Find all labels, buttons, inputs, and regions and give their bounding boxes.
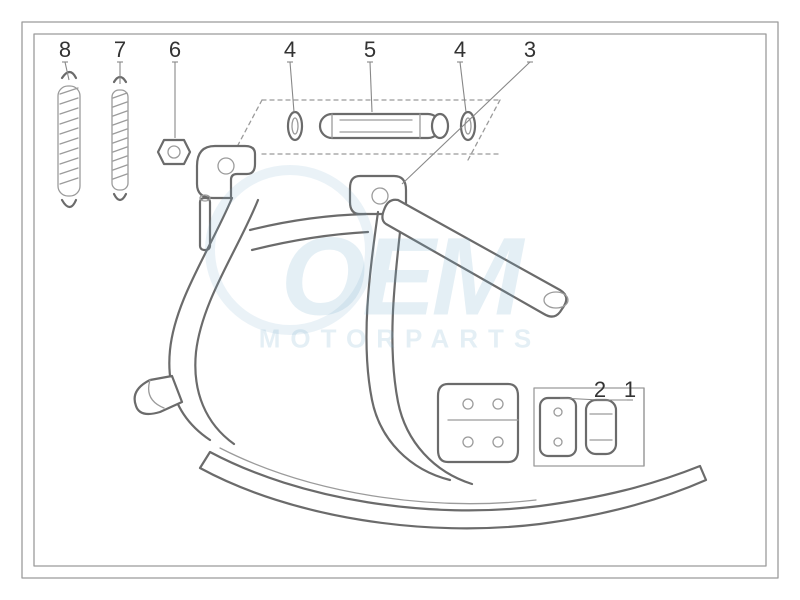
diagram-canvas: OEM MOTORPARTS .m { fill:none; stroke:#6…: [0, 0, 800, 600]
part-8-spring-outer: [58, 72, 80, 207]
part-2-foot-plate: [540, 398, 576, 456]
part-4-oring-left: [288, 112, 302, 140]
part-1-rubber-pad: [586, 400, 616, 454]
part-5-pivot-pin: [320, 114, 448, 138]
part-7-spring-inner: [112, 77, 128, 200]
diagram-svg: .m { fill:none; stroke:#6b6b6b; stroke-w…: [0, 0, 800, 600]
stand-mount-bracket: [438, 384, 518, 462]
part-3-center-stand: [135, 146, 706, 528]
part-6-nut: [158, 140, 190, 164]
leader-lines: [62, 62, 633, 400]
